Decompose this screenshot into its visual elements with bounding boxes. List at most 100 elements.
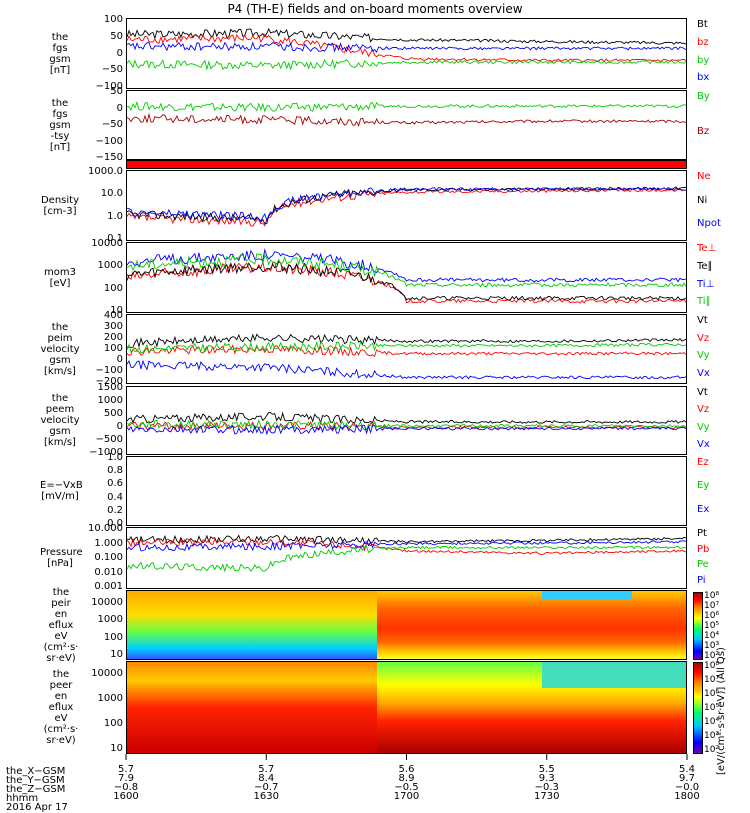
y-axis-label: E=−VxB [mV/m]	[40, 480, 83, 502]
y-tick-label: 0.010	[94, 566, 123, 578]
colorbar-tick: 10⁴	[704, 717, 720, 727]
svg-text:[eV/(cm²·s·sr·eV)] (All Qs): [eV/(cm²·s·sr·eV)] (All Qs)	[716, 647, 727, 775]
y-axis-label: Pressure [nPa]	[40, 547, 83, 569]
x-tick-label: 5.4	[679, 764, 695, 775]
y-tick-label: 10	[110, 649, 123, 660]
legend-entry: Ni	[697, 194, 708, 206]
series-line	[126, 534, 687, 546]
y-axis-label: the peer en eflux eV (cm²·s· sr·eV)	[43, 669, 79, 746]
y-axis-label: the fgs gsm [nT]	[49, 31, 71, 76]
x-tick-label: −0.0	[674, 782, 700, 793]
y-tick-label: −100	[95, 81, 123, 92]
plot-panel	[126, 314, 687, 384]
y-tick-label: 10000	[91, 668, 123, 679]
y-tick-label: 10.000	[88, 523, 123, 534]
legend-entry: Vz	[697, 332, 710, 344]
y-tick-label: 100	[103, 631, 123, 643]
series-line	[126, 333, 687, 349]
y-axis-label: mom3 [eV]	[44, 266, 76, 289]
legend-entry: Te⊥	[697, 243, 717, 254]
legend-entry: Vt	[697, 387, 708, 398]
series-line	[126, 186, 687, 225]
series-line	[126, 260, 687, 304]
legend-entry: Ti⊥	[697, 278, 715, 290]
y-tick-label: 300	[103, 321, 123, 332]
y-tick-label: 0.8	[107, 465, 123, 477]
y-tick-label: 10.0	[100, 188, 123, 200]
y-tick-label: 0.1	[107, 233, 123, 244]
series-line	[126, 58, 687, 71]
legend-entry: Ti∥	[697, 296, 711, 308]
colorbar-top	[693, 592, 703, 660]
y-tick-label: −500	[95, 434, 123, 445]
y-tick-label: 1000	[97, 614, 123, 626]
legend-entry: Npot	[697, 218, 721, 230]
plot-title: P4 (TH-E) fields and on-board moments ov…	[227, 2, 523, 16]
legend-entry: Pt	[697, 528, 707, 539]
y-tick-label: 1000	[97, 693, 123, 704]
x-tick-label: 5.5	[538, 764, 555, 775]
legend-entry: Vx	[697, 438, 710, 450]
y-tick-label: 100	[103, 343, 123, 354]
legend-entry: bz	[697, 36, 709, 48]
y-tick-label: 0.4	[107, 491, 123, 503]
x-tick-label: 8.4	[258, 773, 275, 784]
series-line	[126, 260, 687, 301]
x-tick-label: −0.8	[113, 782, 139, 793]
series-line	[126, 27, 687, 45]
colorbar-tick: 10⁷	[704, 675, 720, 685]
y-tick-label: 200	[103, 332, 123, 343]
y-tick-label: 0	[116, 354, 123, 365]
series-line	[126, 248, 687, 283]
colorbar-tick: 10⁸	[704, 591, 720, 601]
y-axis-label: the peir en eflux eV (cm²·s· sr·eV)	[43, 586, 79, 664]
colorbar-label: [eV/(cm²·s·sr·eV)] (All Qs)	[716, 647, 727, 775]
x-tick-label: 1600	[113, 791, 139, 802]
x-tick-label: 1800	[674, 791, 700, 802]
y-tick-label: 0	[116, 47, 123, 59]
legend-entry: By	[697, 91, 710, 102]
y-axis-label: the fgs gsm -tsy [nT]	[49, 97, 71, 153]
colorbar-tick: 10⁷	[704, 601, 720, 611]
data-quality-bar	[126, 160, 687, 169]
x-tick-label: 5.7	[118, 764, 134, 775]
plot-panel	[126, 170, 687, 241]
series-line	[126, 188, 687, 227]
colorbar-tick: 10⁵	[704, 703, 720, 713]
legend-entry: Pb	[697, 543, 710, 555]
series-line	[126, 537, 687, 555]
y-tick-label: 0.6	[107, 478, 123, 490]
colorbar-tick: 10⁴	[704, 631, 720, 641]
y-tick-label: 0	[116, 102, 123, 114]
legend-entry: Vz	[697, 404, 710, 416]
y-tick-label: 1000	[97, 260, 123, 272]
legend-entry: bx	[697, 72, 710, 84]
y-tick-label: 1.000	[94, 537, 123, 549]
series-line	[126, 419, 687, 431]
legend-entry: Pi	[697, 574, 706, 586]
legend-entry: Vy	[697, 421, 710, 433]
x-axis-row-label: 2016 Apr 17	[6, 802, 68, 813]
colorbar-tick: 10³	[704, 641, 720, 651]
series-line	[126, 186, 687, 223]
series-line	[126, 420, 687, 431]
y-tick-label: 1.0	[107, 210, 123, 222]
plot-panel	[126, 527, 687, 589]
y-tick-label: 100	[103, 282, 123, 294]
y-tick-label: −150	[95, 152, 123, 163]
series-line	[126, 340, 687, 354]
y-tick-label: 10	[110, 743, 123, 754]
x-tick-label: 1630	[253, 791, 279, 802]
y-tick-label: 400	[103, 310, 123, 321]
y-tick-label: −50	[101, 119, 123, 130]
legend-entry: Bt	[697, 19, 708, 30]
y-tick-label: 10	[110, 305, 123, 316]
plot-panel	[126, 456, 687, 526]
x-tick-label: −0.7	[254, 782, 279, 793]
x-axis-row-label: hhmm	[6, 793, 39, 804]
legend-entry: Ez	[697, 457, 709, 468]
y-tick-label: 0.2	[107, 504, 123, 516]
colorbar-tick: 10⁶	[704, 689, 720, 699]
legend-entry: Te∥	[697, 260, 713, 272]
